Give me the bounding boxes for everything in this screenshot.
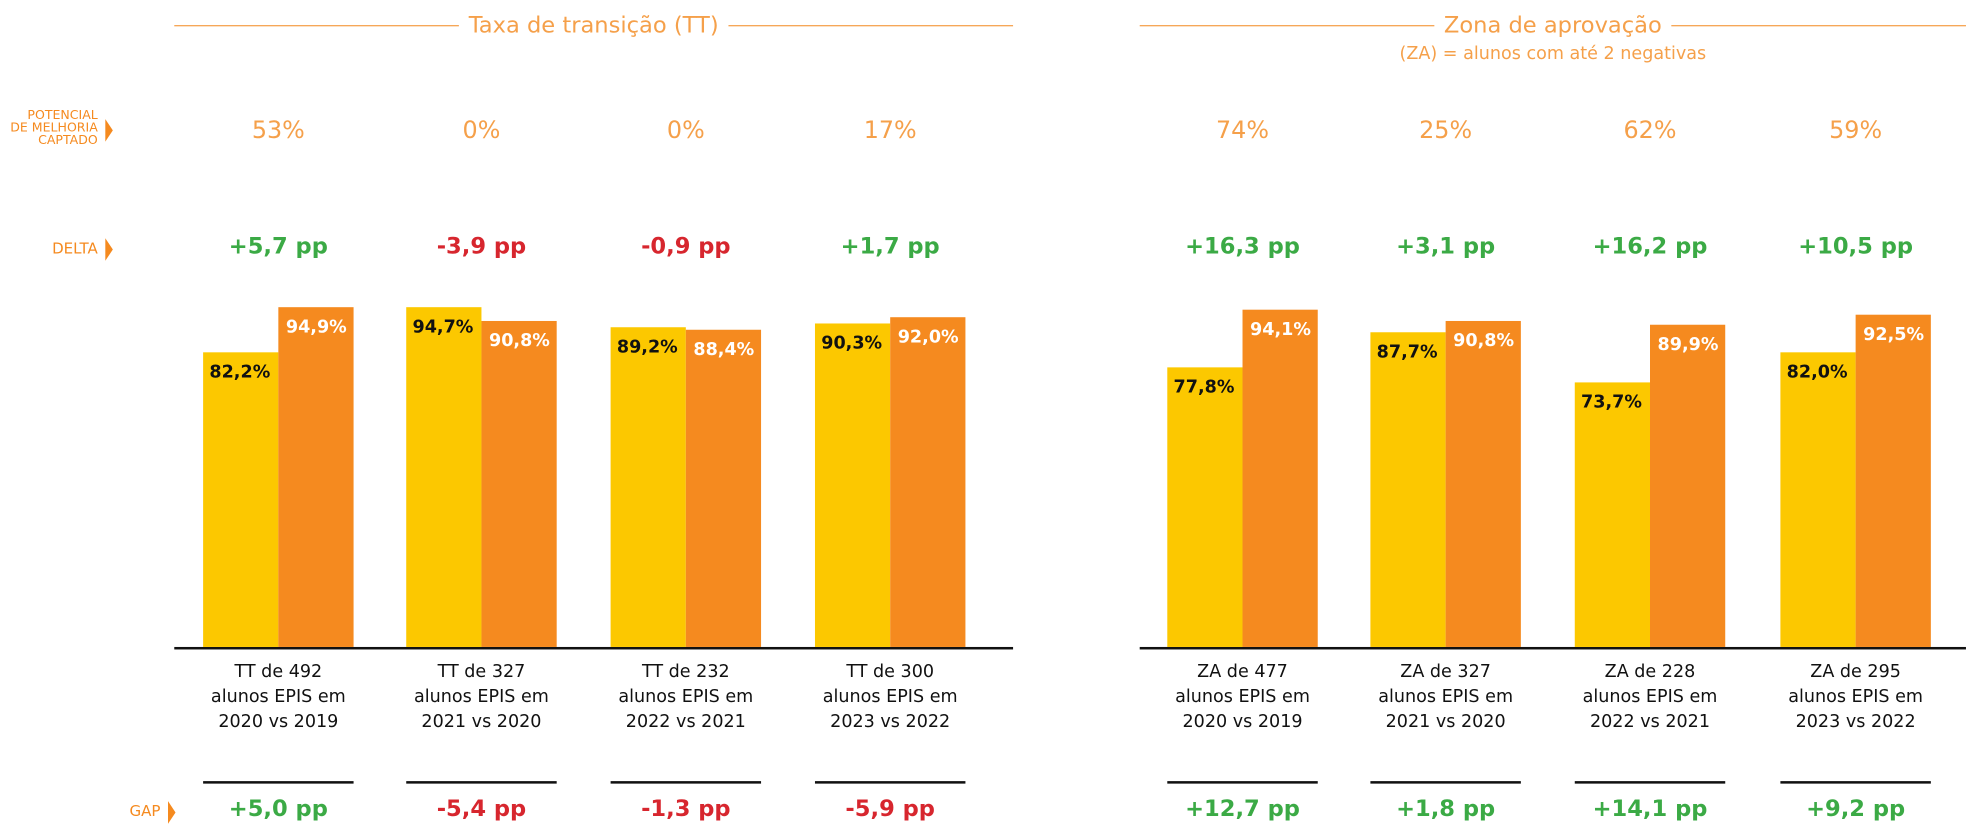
value-label: 90,3% — [821, 333, 883, 354]
bar — [1650, 324, 1726, 647]
delta-value: -0,9 pp — [641, 233, 731, 260]
potential-value: 17% — [863, 116, 917, 145]
bar — [1574, 382, 1651, 647]
gap-value: +5,0 pp — [228, 796, 328, 823]
gap-rule — [203, 781, 354, 783]
bar — [406, 307, 482, 647]
value-label: 94,9% — [285, 316, 347, 337]
delta-value: -3,9 pp — [436, 233, 527, 260]
gap-rule — [406, 781, 557, 783]
gap-rule — [1574, 781, 1726, 783]
value-label: 89,2% — [616, 337, 678, 358]
bar — [1242, 309, 1318, 647]
value-label: 92,5% — [1863, 325, 1925, 346]
arrow — [105, 119, 113, 142]
delta-value: +16,3 pp — [1185, 233, 1300, 260]
x-tick-label: TT de 300 alunos EPIS em 2023 vs 2022 — [822, 662, 958, 733]
potential-value: 0% — [462, 116, 501, 145]
arrow — [168, 801, 176, 824]
title-rule — [1671, 24, 1966, 26]
bar — [610, 327, 686, 647]
x-tick-label: TT de 327 alunos EPIS em 2021 vs 2020 — [414, 662, 549, 733]
delta-value: +3,1 pp — [1396, 233, 1496, 260]
gap-value: +12,7 pp — [1185, 796, 1300, 823]
bar — [1780, 352, 1856, 647]
x-tick-label: ZA de 295 alunos EPIS em 2023 vs 2022 — [1788, 662, 1924, 733]
value-label: 92,0% — [897, 327, 959, 348]
value-label: 94,7% — [412, 317, 474, 338]
potential-value: 59% — [1829, 116, 1883, 145]
x-axis — [1139, 646, 1966, 649]
title-text: Taxa de transição (TT) — [468, 11, 719, 39]
bar — [1445, 321, 1521, 647]
gap-value: +9,2 pp — [1806, 796, 1906, 823]
value-label: 82,2% — [209, 362, 271, 383]
row-label: DELTA — [52, 239, 98, 258]
gap-rule — [610, 781, 762, 783]
title-text: Zona de aprovação — [1443, 11, 1662, 39]
bar — [203, 352, 279, 647]
bar — [1370, 332, 1446, 647]
potential-value: 74% — [1216, 116, 1269, 145]
bar — [481, 321, 557, 647]
value-label: 88,4% — [693, 339, 755, 361]
gap-value: +14,1 pp — [1592, 796, 1708, 823]
value-label: 82,0% — [1786, 362, 1848, 383]
gap-value: +1,8 pp — [1396, 796, 1496, 823]
row-label: POTENCIAL DE MELHORIA CAPTADO — [10, 109, 98, 148]
gap-value: -5,9 pp — [845, 796, 935, 823]
bar — [685, 329, 762, 647]
bar — [1167, 367, 1243, 647]
x-tick-label: TT de 232 alunos EPIS em 2022 vs 2021 — [618, 662, 754, 733]
delta-value: +1,7 pp — [840, 233, 940, 260]
value-label: 94,1% — [1250, 319, 1311, 340]
gap-rule — [1370, 781, 1521, 783]
delta-value: +10,5 pp — [1798, 233, 1914, 260]
gap-value: -5,4 pp — [436, 796, 527, 823]
potential-value: 0% — [666, 116, 705, 145]
delta-value: +5,7 pp — [228, 233, 328, 260]
title-rule — [1139, 24, 1434, 26]
arrow — [105, 238, 113, 261]
bar — [890, 317, 966, 647]
row-label: GAP — [129, 802, 161, 820]
bar — [814, 323, 891, 647]
x-tick-label: ZA de 228 alunos EPIS em 2022 vs 2021 — [1582, 662, 1718, 733]
gap-rule — [814, 781, 966, 783]
bar — [1855, 315, 1931, 647]
bar — [278, 306, 354, 647]
chart-title: Taxa de transição (TT) — [174, 10, 1014, 40]
x-axis — [174, 646, 1014, 649]
potential-value: 62% — [1623, 116, 1677, 145]
title-rule — [728, 24, 1014, 26]
value-label: 89,9% — [1657, 334, 1719, 355]
value-label: 87,7% — [1376, 342, 1438, 363]
chart-title: Zona de aprovação — [1139, 10, 1966, 40]
gap-value: -1,3 pp — [641, 796, 731, 823]
potential-value: 53% — [251, 116, 305, 145]
gap-rule — [1780, 781, 1931, 783]
x-tick-label: ZA de 327 alunos EPIS em 2021 vs 2020 — [1378, 662, 1514, 733]
potential-value: 25% — [1419, 116, 1473, 145]
value-label: 77,8% — [1173, 378, 1235, 399]
delta-value: +16,2 pp — [1592, 233, 1708, 260]
x-tick-label: ZA de 477 alunos EPIS em 2020 vs 2019 — [1175, 662, 1310, 733]
x-tick-label: TT de 492 alunos EPIS em 2020 vs 2019 — [210, 662, 346, 733]
title-rule — [174, 24, 459, 26]
subtitle: (ZA) = alunos com até 2 negativas — [1399, 43, 1707, 64]
value-label: 90,8% — [1453, 331, 1515, 352]
value-label: 73,7% — [1581, 392, 1642, 413]
value-label: 90,8% — [488, 331, 550, 352]
gap-rule — [1167, 781, 1318, 783]
